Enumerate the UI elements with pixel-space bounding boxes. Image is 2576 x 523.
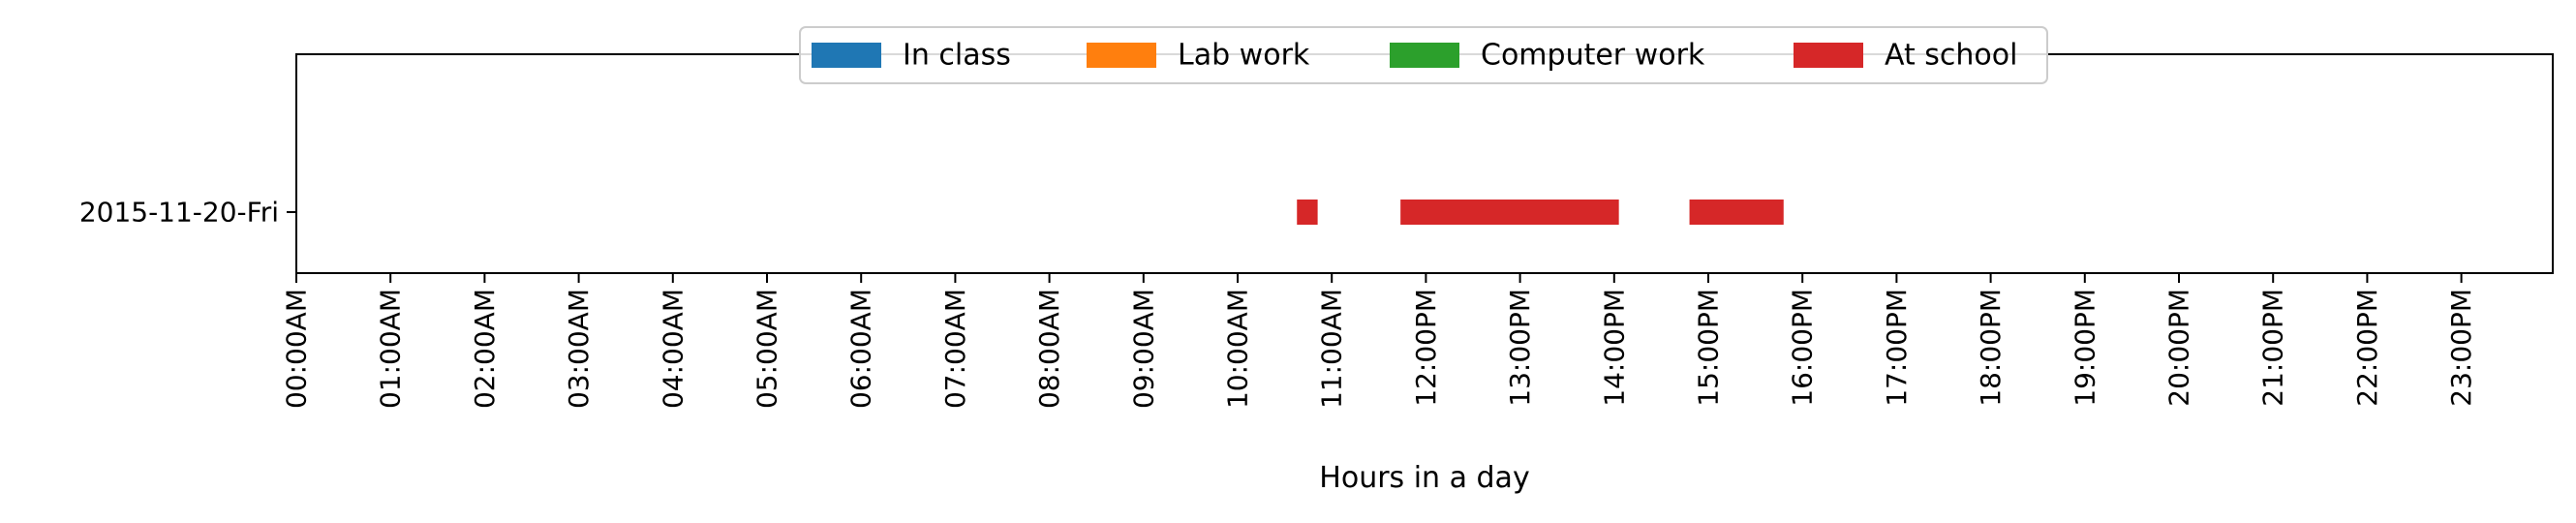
x-tick-label: 15:00PM: [1693, 289, 1725, 407]
legend-swatch: [1794, 43, 1863, 68]
legend-label: Computer work: [1481, 39, 1705, 73]
legend-swatch: [1087, 43, 1156, 68]
x-tick-label: 11:00AM: [1316, 289, 1348, 409]
legend-label: Lab work: [1178, 39, 1310, 73]
legend-label: In class: [903, 39, 1011, 73]
timeline-bar: [1689, 200, 1784, 225]
x-tick-label: 04:00AM: [657, 289, 689, 409]
x-tick-label: 22:00PM: [2351, 289, 2383, 407]
legend-label: At school: [1885, 39, 2017, 73]
x-tick-label: 10:00AM: [1222, 289, 1254, 409]
x-tick-label: 02:00AM: [469, 289, 501, 409]
x-tick-label: 20:00PM: [2163, 289, 2195, 407]
x-tick-label: 12:00PM: [1410, 289, 1442, 407]
x-tick-label: 16:00PM: [1787, 289, 1819, 407]
x-tick-label: 17:00PM: [1881, 289, 1913, 407]
x-tick-label: 03:00AM: [563, 289, 595, 409]
timeline-bar: [1297, 200, 1318, 225]
x-axis-label: Hours in a day: [1319, 461, 1529, 495]
x-tick-label: 14:00PM: [1598, 289, 1630, 407]
y-tick-label: 2015-11-20-Fri: [79, 197, 279, 229]
x-tick-label: 05:00AM: [751, 289, 783, 409]
legend: In class Lab work Computer work At school: [799, 26, 2048, 84]
legend-swatch: [1390, 43, 1459, 68]
x-tick-label: 09:00AM: [1127, 289, 1159, 409]
x-tick-label: 13:00PM: [1504, 289, 1536, 407]
x-tick-label: 00:00AM: [281, 289, 313, 409]
x-tick-label: 21:00PM: [2257, 289, 2289, 407]
x-tick-label: 19:00PM: [2069, 289, 2101, 407]
x-tick-label: 08:00AM: [1033, 289, 1065, 409]
legend-swatch: [812, 43, 881, 68]
x-tick-label: 06:00AM: [845, 289, 877, 409]
plot-frame: [295, 53, 2554, 274]
x-tick-label: 23:00PM: [2445, 289, 2477, 407]
bars-layer: [1297, 200, 1784, 225]
x-tick-label: 01:00AM: [375, 289, 407, 409]
x-tick-label: 18:00PM: [1975, 289, 2007, 407]
timeline-bar: [1400, 200, 1619, 225]
y-axis: 2015-11-20-Fri: [79, 197, 296, 229]
x-tick-label: 07:00AM: [939, 289, 971, 409]
x-axis: 00:00AM 01:00AM 02:00AM 03:00AM 04:00AM 05:00…: [281, 273, 2477, 409]
